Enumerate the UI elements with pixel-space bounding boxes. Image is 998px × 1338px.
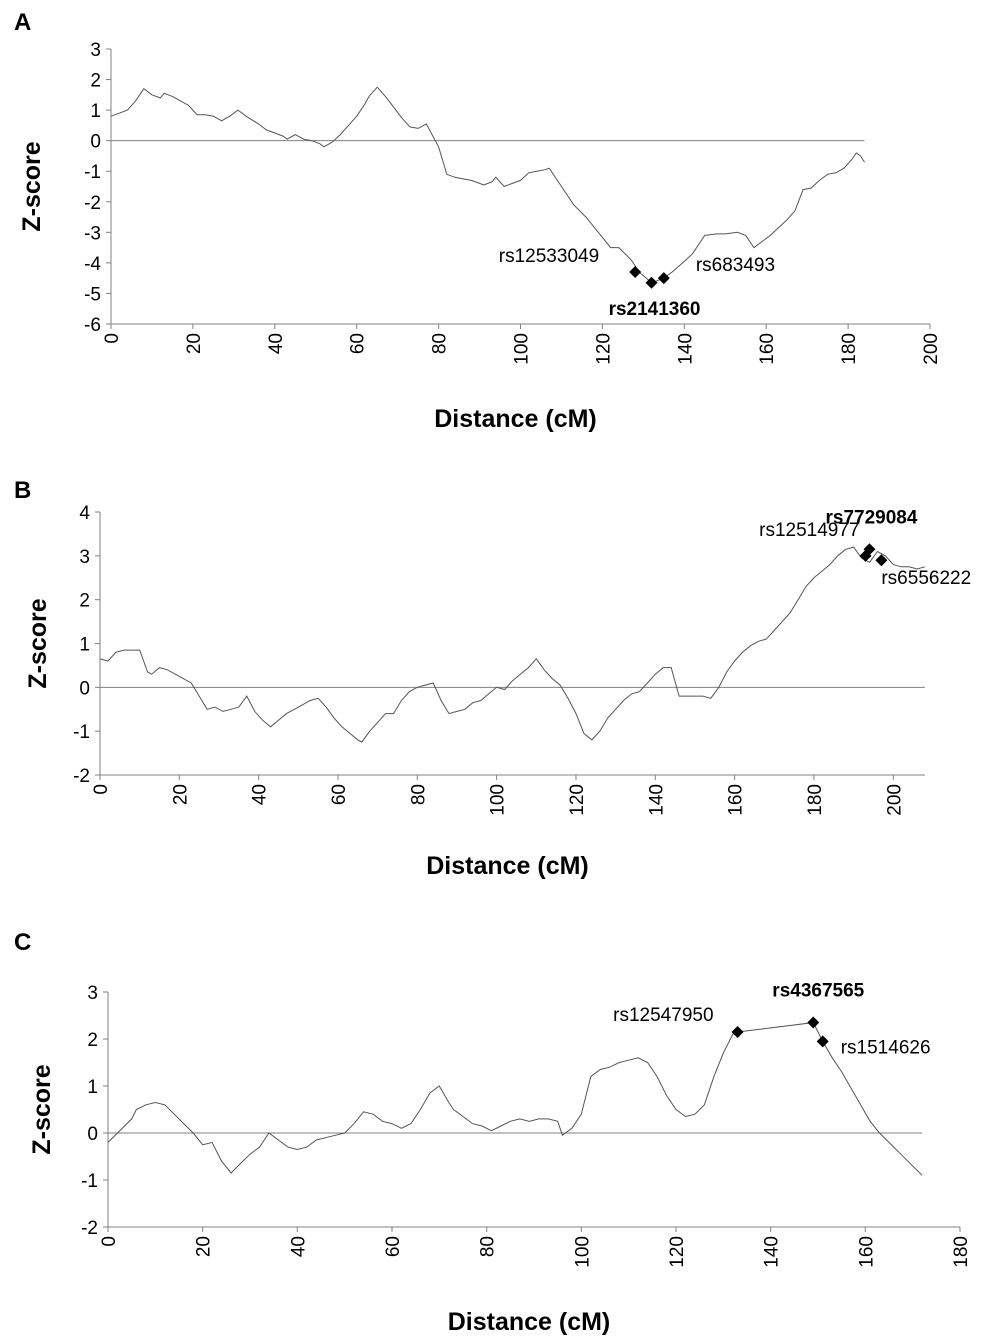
x-tick-label: 100	[488, 784, 509, 816]
x-tick-label: 60	[329, 784, 350, 805]
x-tick-label: 120	[667, 1236, 688, 1268]
snp-label: rs7729084	[826, 507, 918, 528]
y-tick-label: -1	[81, 1171, 98, 1192]
x-tick-label: 180	[805, 784, 826, 816]
x-tick-label: 140	[646, 784, 667, 816]
y-tick-label: -2	[81, 1218, 98, 1239]
x-axis-title: Distance (cM)	[426, 852, 589, 880]
y-tick-label: 3	[90, 40, 101, 61]
y-tick-label: 3	[87, 983, 98, 1004]
y-tick-label: 1	[87, 1077, 98, 1098]
y-tick-label: -3	[84, 223, 101, 244]
snp-label: rs6556222	[881, 568, 971, 589]
y-axis-title: Z-score	[24, 598, 52, 688]
y-tick-label: 2	[79, 591, 90, 612]
x-tick-label: 140	[762, 1236, 783, 1268]
series-line	[107, 1022, 923, 1176]
y-tick-label: -2	[84, 193, 101, 214]
snp-label: rs12514977	[759, 520, 859, 541]
y-tick-label: -1	[73, 722, 90, 743]
x-tick-label: 40	[288, 1236, 309, 1257]
panel-letter: A	[14, 9, 31, 36]
x-tick-label: 20	[194, 1236, 215, 1257]
snp-label: rs1514626	[841, 1037, 931, 1058]
x-tick-label: 20	[184, 333, 205, 354]
snp-label: rs12547950	[613, 1005, 713, 1026]
panel-letter: B	[14, 477, 31, 504]
x-tick-label: 180	[951, 1236, 972, 1268]
y-tick-label: 4	[79, 503, 90, 524]
x-tick-label: 40	[250, 784, 271, 805]
y-tick-label: -4	[84, 254, 101, 275]
y-tick-label: -6	[84, 315, 101, 336]
x-tick-label: 60	[348, 333, 369, 354]
x-tick-label: 80	[408, 784, 429, 805]
y-tick-label: -1	[84, 162, 101, 183]
x-tick-label: 0	[91, 784, 112, 795]
y-tick-label: 0	[87, 1124, 98, 1145]
snp-label: rs2141360	[609, 299, 701, 320]
y-tick-label: 2	[87, 1030, 98, 1051]
snp-label: rs12533049	[499, 246, 599, 267]
y-tick-label: 1	[79, 635, 90, 656]
y-tick-label: 0	[90, 132, 101, 153]
y-tick-label: 2	[90, 71, 101, 92]
snp-marker	[863, 543, 876, 556]
y-axis-title: Z-score	[18, 141, 46, 231]
x-axis-title: Distance (cM)	[448, 1308, 611, 1336]
snp-marker	[629, 266, 642, 279]
y-tick-label: 1	[90, 101, 101, 122]
x-tick-label: 80	[478, 1236, 499, 1257]
x-axis-title: Distance (cM)	[434, 405, 597, 433]
x-tick-label: 200	[921, 333, 942, 365]
y-tick-label: -2	[73, 766, 90, 787]
x-tick-label: 120	[567, 784, 588, 816]
snp-label: rs4367565	[772, 981, 864, 1002]
x-tick-label: 40	[266, 333, 287, 354]
x-tick-label: 160	[757, 333, 778, 365]
x-tick-label: 140	[675, 333, 696, 365]
x-tick-label: 120	[593, 333, 614, 365]
snp-marker	[645, 276, 658, 289]
snp-marker	[731, 1025, 744, 1038]
x-tick-label: 60	[383, 1236, 404, 1257]
snp-marker	[875, 554, 888, 567]
snp-marker	[657, 272, 670, 285]
x-tick-label: 180	[839, 333, 860, 365]
x-tick-label: 160	[726, 784, 747, 816]
series-line	[110, 86, 865, 284]
x-tick-label: 200	[884, 784, 905, 816]
y-tick-label: 3	[79, 547, 90, 568]
x-tick-label: 80	[430, 333, 451, 354]
snp-label: rs683493	[696, 255, 775, 276]
snp-marker	[816, 1035, 829, 1048]
y-axis-title: Z-score	[28, 1064, 56, 1154]
x-tick-label: 0	[99, 1236, 120, 1247]
series-line	[99, 546, 926, 743]
x-tick-label: 100	[572, 1236, 593, 1268]
x-tick-label: 160	[856, 1236, 877, 1268]
x-tick-label: 20	[170, 784, 191, 805]
x-tick-label: 0	[102, 333, 123, 344]
y-tick-label: 0	[79, 678, 90, 699]
panel-letter: C	[14, 929, 31, 956]
x-tick-label: 100	[512, 333, 533, 365]
snp-marker	[807, 1016, 820, 1029]
y-tick-label: -5	[84, 284, 101, 305]
